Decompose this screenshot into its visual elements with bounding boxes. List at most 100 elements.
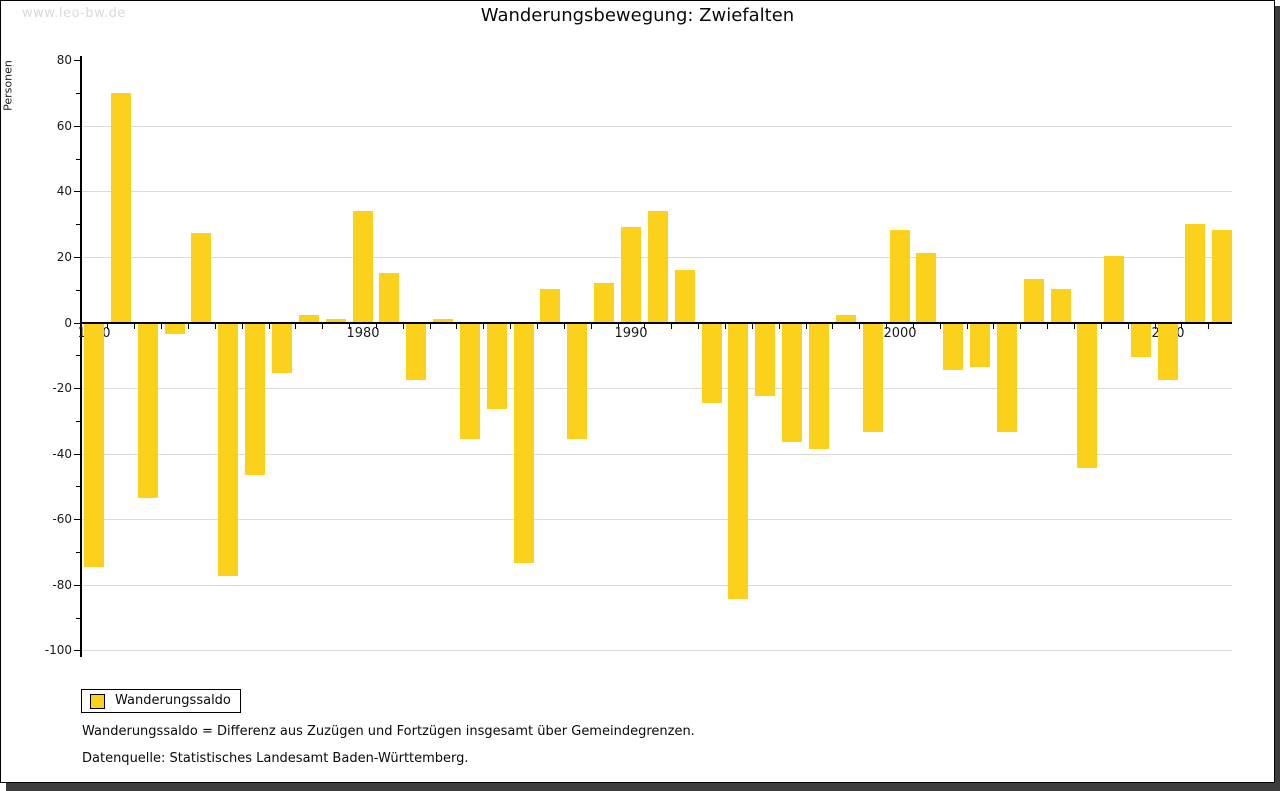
bar-1979 [326,319,346,322]
bar-1980 [353,211,373,322]
y-tick-major [74,454,81,455]
y-tick-minor [76,421,81,422]
bar-1976 [245,324,265,475]
x-axis-label: 2000 [883,326,917,341]
bar-2009 [1131,324,1151,357]
footnote-datasource: Datenquelle: Statistisches Landesamt Bad… [82,751,469,766]
y-axis-label: -80 [52,578,72,592]
x-axis-label: 1980 [346,326,380,341]
x-tick [967,324,968,329]
y-axis-label: 20 [56,250,72,264]
bar-1973 [165,324,185,334]
y-axis-label: 60 [56,119,72,133]
bar-2007 [1077,324,1097,468]
x-tick [591,324,592,329]
legend-box: Wanderungssaldo [81,689,241,713]
bar-1977 [272,324,292,373]
gridline [81,454,1232,455]
window-shadow-bottom [6,783,1275,791]
watermark: www.leo-bw.de [22,6,126,21]
x-tick [483,324,484,329]
bar-2011 [1185,224,1205,322]
x-tick [806,324,807,329]
bar-1978 [299,315,319,322]
x-tick [1208,324,1209,329]
x-tick [1155,324,1156,329]
bar-1987 [540,289,560,322]
y-axis-label: -100 [44,643,72,657]
x-tick [644,324,645,329]
legend-swatch [90,694,105,709]
bar-2001 [916,253,936,322]
x-tick [993,324,994,329]
x-tick [322,324,323,329]
window-shadow-right [1275,6,1280,791]
bar-2003 [970,324,990,367]
bar-1992 [675,270,695,322]
x-tick [537,324,538,329]
y-axis-label: -20 [52,381,72,395]
x-tick [859,324,860,329]
x-tick [1047,324,1048,329]
x-tick [269,324,270,329]
x-tick [134,324,135,329]
x-tick [1101,324,1102,329]
footnote-definition: Wanderungssaldo = Differenz aus Zuzügen … [82,724,695,739]
x-tick [725,324,726,329]
y-tick-major [74,388,81,389]
y-tick-minor [76,93,81,94]
x-tick [886,324,887,329]
x-tick [295,324,296,329]
x-tick [510,324,511,329]
bar-1988 [567,324,587,439]
gridline [81,585,1232,586]
y-tick-major [74,257,81,258]
y-tick-major [74,191,81,192]
bar-2010 [1158,324,1178,380]
bar-2000 [890,230,910,322]
page-title: Wanderungsbewegung: Zwiefalten [480,5,795,26]
x-tick [618,324,619,329]
gridline [81,388,1232,389]
x-tick [188,324,189,329]
bar-1989 [594,283,614,322]
x-tick [161,324,162,329]
x-tick [564,324,565,329]
x-tick [1181,324,1182,329]
x-tick [698,324,699,329]
bar-1990 [621,227,641,322]
x-tick [779,324,780,329]
bar-1983 [433,319,453,322]
bar-1997 [809,324,829,449]
y-axis-label: 0 [64,316,72,330]
gridline [81,126,1232,127]
x-tick [940,324,941,329]
y-tick-minor [76,486,81,487]
x-tick [456,324,457,329]
y-tick-minor [76,355,81,356]
x-tick [832,324,833,329]
bar-1991 [648,211,668,322]
x-tick [349,324,350,329]
x-tick [1128,324,1129,329]
bar-1974 [191,233,211,322]
x-tick [242,324,243,329]
x-tick [107,324,108,329]
x-tick [403,324,404,329]
gridline [81,191,1232,192]
bar-1982 [406,324,426,380]
y-tick-minor [76,552,81,553]
y-tick-major [74,585,81,586]
bar-1995 [755,324,775,396]
y-tick-major [74,323,81,324]
gridline [81,519,1232,520]
x-axis-line [81,322,1232,324]
bar-1994 [728,324,748,599]
y-axis-line [80,56,82,658]
bar-1986 [514,324,534,563]
y-axis-label: 40 [56,184,72,198]
bar-2008 [1104,256,1124,322]
y-axis-label: -60 [52,512,72,526]
bar-1998 [836,315,856,322]
